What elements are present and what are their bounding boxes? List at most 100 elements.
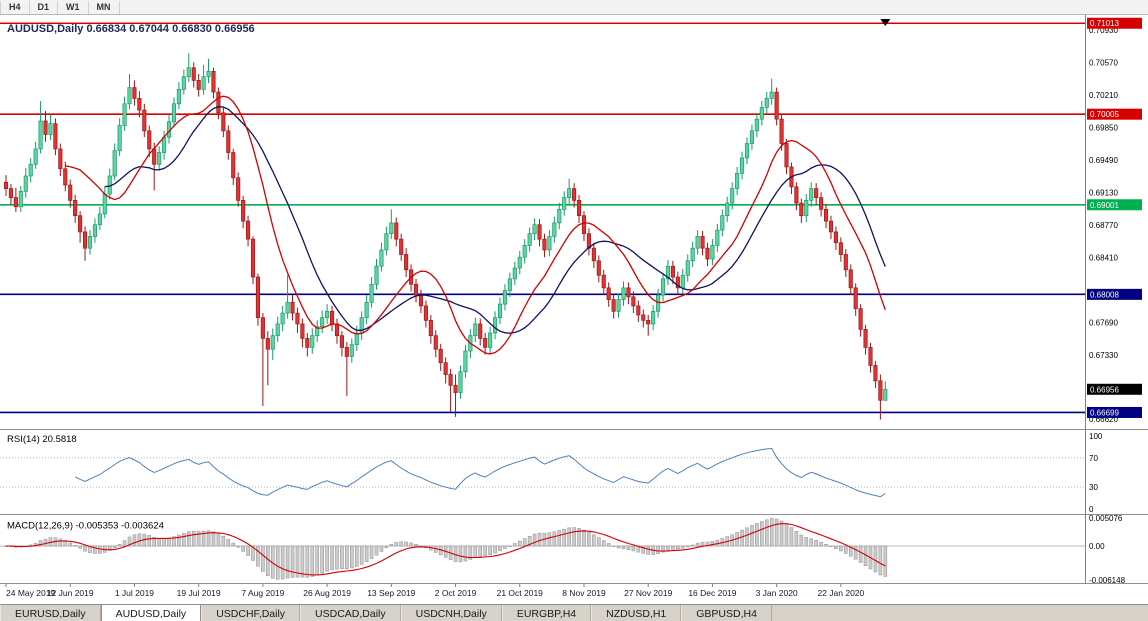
chart-tab-usdchf-daily[interactable]: USDCHF,Daily [201,605,301,621]
price-badge [1087,288,1142,300]
candle-body [48,123,53,135]
candle-body [250,238,256,278]
macd-bar [755,523,759,547]
candle-body [488,332,493,348]
candle-body [438,348,443,364]
timeframe-button-mn[interactable]: MN [89,0,120,14]
chart-tab-gbpusd-h4[interactable]: GBPUSD,H4 [681,605,772,621]
macd-bar [794,531,799,547]
rsi-tick-label: 0 [1089,505,1094,514]
candle-body [764,98,769,108]
candle-body [157,152,162,165]
candle-body [201,76,206,90]
macd-bar [206,530,211,547]
macd-bar [236,545,240,548]
macd-bar [266,545,270,577]
candle-body [700,236,705,249]
macd-bar [68,542,73,547]
macd-bar [330,545,334,571]
macd-bar [680,545,685,549]
macd-bar [196,531,201,547]
macd-bar [325,545,329,572]
macd-bar [853,545,858,560]
price-badge [1087,383,1142,395]
macd-bar [468,545,473,560]
candle-body [433,335,438,350]
macd-bar [374,545,379,556]
candle-body [354,332,359,346]
chart-tab-eurusd-daily[interactable]: EURUSD,Daily [0,605,101,621]
macd-bar [137,533,142,547]
macd-bar [631,545,636,552]
candle-body [87,236,93,249]
macd-bar [354,545,359,567]
candle-body [478,323,483,339]
macd-bar [256,545,260,567]
candle-body [325,310,330,318]
price-tick-label: 0.69130 [1089,189,1118,198]
candle-body [280,312,285,325]
price-tick-label: 0.70570 [1089,59,1118,68]
macd-bar [191,530,196,547]
candle-body [567,188,572,198]
candle-body [211,70,216,93]
macd-bar [661,545,665,553]
candle-body [720,215,725,231]
candle-body [389,222,394,235]
candle-body [517,256,522,269]
macd-bar [537,532,542,547]
price-tick-label: 0.68410 [1089,254,1118,263]
candle-body [735,172,740,189]
candle-body [63,168,68,186]
candle-body [779,118,784,144]
macd-bar [557,530,562,547]
macd-bar [641,545,646,554]
date-label: 27 Nov 2019 [624,588,672,598]
candle-body [58,148,63,170]
chart-tab-audusd-daily[interactable]: AUDUSD,Daily [100,605,202,621]
macd-bar [582,529,586,547]
trading-chart[interactable]: 0.70930 0.70570 0.70210 0.69850 0.69490 0.691… [0,15,1148,604]
macd-bar [216,533,221,547]
candle-body [601,274,606,289]
macd-bar [483,545,487,557]
candle-body [3,181,9,189]
chart-tab-nzdusd-h1[interactable]: NZDUSD,H1 [591,605,682,621]
candle-body [53,123,58,150]
timeframe-button-d1[interactable]: D1 [30,0,59,14]
candle-body [759,107,764,120]
candle-body [576,199,582,217]
candle-body [443,362,448,375]
candle-body [493,317,498,334]
macd-bar [98,545,102,554]
candle-body [255,276,260,318]
chart-tab-eurgbp-h4[interactable]: EURGBP,H4 [501,605,592,621]
timeframe-button-h4[interactable]: H4 [0,0,30,14]
macd-bar [508,545,512,547]
macd-signal-line [5,523,886,576]
candle-body [320,317,325,328]
price-badge-label: 0.66699 [1090,408,1119,417]
price-badge-label: 0.70005 [1090,110,1119,119]
timeframe-button-w1[interactable]: W1 [58,0,89,14]
macd-bar [172,536,176,547]
price-tick-label: 0.66620 [1089,415,1118,424]
macd-bar [83,545,87,552]
candle-body [710,245,715,260]
macd-tick-label: 0.00 [1089,542,1105,551]
candle-body [97,213,102,226]
macd-bar [572,527,576,547]
candle-body [799,202,804,217]
macd-bar [473,545,478,558]
candle-body [873,365,878,382]
chart-tab-usdcad-daily[interactable]: USDCAD,Daily [300,605,401,621]
chart-tab-usdcnh-daily[interactable]: USDCNH,Daily [400,605,502,621]
macd-bar [527,535,532,547]
macd-bar [760,521,764,547]
candle-body [260,317,265,339]
candle-body [73,199,78,217]
macd-bar [122,540,127,547]
candle-body [275,323,280,337]
candle-body [616,299,621,312]
candle-body [117,125,122,152]
